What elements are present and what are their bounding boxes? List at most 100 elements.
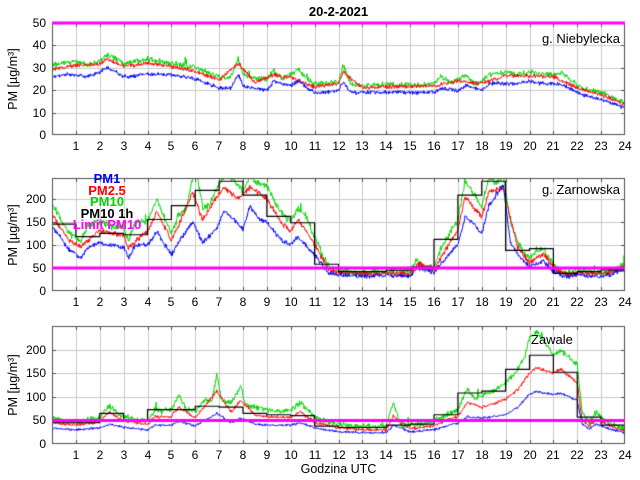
x-tick-label: 20 — [523, 295, 537, 309]
x-tick-label: 24 — [618, 295, 632, 309]
x-tick-label: 17 — [451, 139, 465, 153]
x-tick-label: 16 — [427, 139, 441, 153]
y-tick-label: 200 — [25, 192, 46, 206]
x-tick-label: 8 — [239, 139, 247, 153]
y-tick-label: 50 — [32, 413, 46, 427]
legend-item-pm1: PM1 — [93, 171, 121, 186]
y-tick-label: 0 — [39, 128, 46, 142]
chart-title: 20-2-2021 — [308, 4, 369, 19]
x-tick-label: 10 — [284, 448, 298, 462]
x-tick-label: 20 — [523, 139, 537, 153]
x-tick-label: 11 — [308, 448, 322, 462]
x-tick-label: 19 — [499, 139, 513, 153]
x-tick-label: 15 — [403, 139, 417, 153]
x-tick-label: 3 — [120, 295, 128, 309]
x-tick-label: 6 — [191, 139, 199, 153]
y-axis-label-panel3: PM [µg/m³] — [6, 354, 20, 416]
x-tick-label: 12 — [332, 448, 346, 462]
x-tick-label: 3 — [120, 448, 128, 462]
y-tick-label: 50 — [32, 16, 46, 30]
x-tick-label: 22 — [570, 139, 584, 153]
x-tick-label: 12 — [332, 139, 346, 153]
x-axis-label: Godzina UTC — [300, 462, 377, 476]
x-tick-label: 1 — [72, 139, 80, 153]
legend-item-pm10: PM10 — [90, 194, 124, 209]
x-tick-label: 13 — [355, 139, 369, 153]
x-tick-label: 4 — [144, 139, 152, 153]
x-tick-label: 1 — [72, 448, 80, 462]
x-tick-label: 24 — [618, 139, 632, 153]
x-tick-label: 16 — [427, 448, 441, 462]
x-tick-label: 7 — [215, 139, 223, 153]
station-label-niebylecka: g. Niebylecka — [541, 31, 620, 46]
x-tick-label: 4 — [144, 295, 152, 309]
y-tick-label: 150 — [25, 366, 46, 380]
x-tick-label: 12 — [332, 295, 346, 309]
x-tick-label: 23 — [594, 295, 608, 309]
x-tick-label: 9 — [263, 448, 271, 462]
x-tick-label: 6 — [191, 295, 199, 309]
legend-item-pm10-1h: PM10 1h — [80, 205, 134, 221]
x-tick-label: 19 — [499, 295, 513, 309]
x-tick-label: 14 — [379, 139, 393, 153]
x-tick-label: 10 — [284, 139, 298, 153]
x-tick-label: 15 — [403, 295, 417, 309]
y-tick-label: 30 — [32, 61, 46, 75]
x-tick-label: 18 — [475, 295, 489, 309]
y-tick-label: 0 — [39, 284, 46, 298]
x-tick-label: 21 — [546, 448, 560, 462]
x-tick-label: 5 — [167, 295, 175, 309]
legend-item-limit-pm10: Limit PM10 — [72, 217, 142, 232]
y-tick-label: 0 — [39, 437, 46, 451]
y-tick-label: 100 — [25, 238, 46, 252]
x-tick-label: 9 — [263, 139, 271, 153]
x-tick-label: 2 — [96, 448, 104, 462]
x-tick-label: 16 — [427, 295, 441, 309]
x-tick-label: 1 — [72, 295, 80, 309]
x-tick-label: 2 — [96, 295, 104, 309]
x-tick-label: 2 — [96, 139, 104, 153]
y-tick-label: 20 — [32, 83, 46, 97]
x-tick-label: 10 — [284, 295, 298, 309]
x-tick-label: 18 — [475, 139, 489, 153]
x-tick-label: 14 — [379, 448, 393, 462]
x-tick-label: 13 — [355, 295, 369, 309]
x-tick-label: 7 — [215, 295, 223, 309]
x-tick-label: 15 — [403, 448, 417, 462]
x-tick-label: 18 — [475, 448, 489, 462]
y-tick-label: 100 — [25, 390, 46, 404]
x-tick-label: 8 — [239, 295, 247, 309]
x-tick-label: 17 — [451, 295, 465, 309]
x-tick-label: 20 — [523, 448, 537, 462]
x-tick-label: 3 — [120, 139, 128, 153]
x-tick-label: 8 — [239, 448, 247, 462]
x-tick-label: 23 — [594, 139, 608, 153]
legend: PM1 PM2.5 PM10 PM10 1h Limit PM10 — [52, 171, 162, 232]
x-tick-label: 11 — [308, 295, 322, 309]
y-tick-label: 200 — [25, 343, 46, 357]
y-tick-label: 50 — [32, 261, 46, 275]
x-tick-label: 21 — [546, 139, 560, 153]
y-tick-label: 40 — [32, 38, 46, 52]
x-tick-label: 5 — [167, 448, 175, 462]
y-tick-label: 150 — [25, 215, 46, 229]
legend-item-pm25: PM2.5 — [88, 182, 126, 198]
x-tick-label: 24 — [618, 448, 632, 462]
x-tick-label: 21 — [546, 295, 560, 309]
y-tick-label: 10 — [32, 106, 46, 120]
x-tick-label: 7 — [215, 448, 223, 462]
x-tick-label: 6 — [191, 448, 199, 462]
station-label-zarnowska: g. Zarnowska — [541, 182, 620, 197]
x-tick-label: 5 — [167, 139, 175, 153]
x-tick-label: 23 — [594, 448, 608, 462]
station-label-zawale: Zawale — [531, 332, 573, 347]
x-tick-label: 13 — [355, 448, 369, 462]
x-tick-label: 11 — [308, 139, 322, 153]
x-tick-label: 4 — [144, 448, 152, 462]
x-tick-label: 22 — [570, 295, 584, 309]
x-tick-label: 19 — [499, 448, 513, 462]
x-tick-label: 17 — [451, 448, 465, 462]
x-tick-label: 22 — [570, 448, 584, 462]
